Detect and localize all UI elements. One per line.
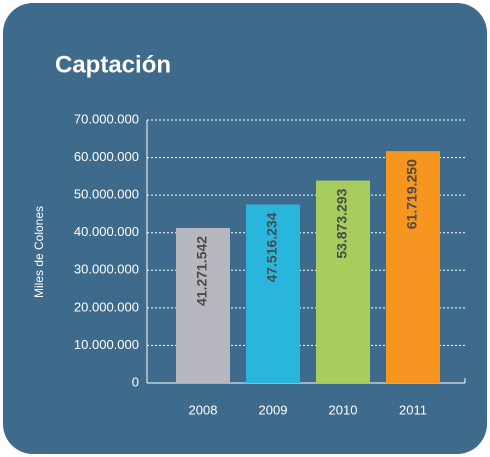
value-label: 53.873.293 (334, 188, 350, 258)
y-axis-label: Miles de Colones (32, 206, 46, 298)
y-tick-label: 50.000.000 (74, 187, 139, 202)
bar (176, 227, 230, 383)
y-tick-label: 40.000.000 (74, 224, 139, 239)
x-tick-label: 2011 (399, 402, 427, 417)
bar (386, 151, 440, 383)
value-label: 47.516.234 (264, 212, 280, 282)
value-label: 61.719.250 (404, 159, 420, 229)
y-tick-label: 20.000.000 (74, 299, 139, 314)
bar (246, 204, 300, 383)
chart-title: Captación (55, 51, 171, 78)
bar (316, 180, 370, 383)
y-tick-label: 30.000.000 (74, 262, 139, 277)
value-label: 41.271.542 (194, 236, 210, 306)
y-tick-label: 70.000.000 (74, 111, 139, 126)
y-tick-label: 60.000.000 (74, 149, 139, 164)
x-tick-label: 2008 (189, 402, 218, 417)
y-tick-label: 0 (132, 374, 139, 389)
y-tick-label: 10.000.000 (74, 337, 139, 352)
x-tick-label: 2009 (259, 402, 288, 417)
x-tick-label: 2010 (329, 402, 358, 417)
